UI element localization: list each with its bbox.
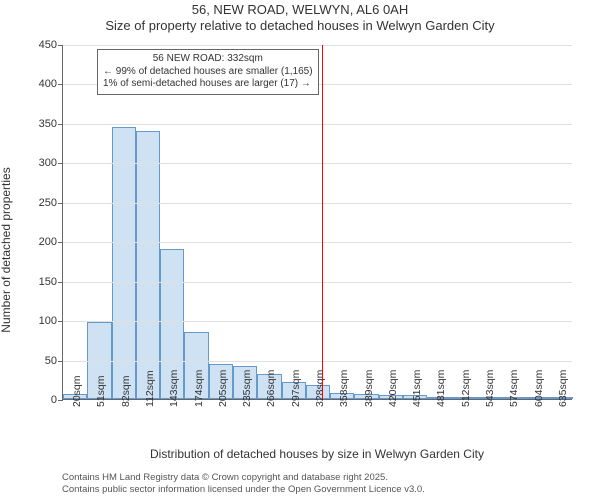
footnote-line-1: Contains HM Land Registry data © Crown c… (62, 472, 425, 484)
x-tick-label: 51sqm (95, 375, 107, 407)
x-tick-label: 174sqm (193, 370, 205, 407)
y-tick-mark (58, 124, 63, 125)
bars-layer (63, 45, 572, 399)
marker-line (322, 45, 323, 399)
chart-title: 56, NEW ROAD, WELWYN, AL6 0AH Size of pr… (0, 2, 600, 35)
gridline (63, 282, 572, 283)
x-tick-label: 20sqm (71, 375, 83, 407)
x-tick-label: 420sqm (387, 370, 399, 407)
y-tick-mark (58, 45, 63, 46)
histogram-bar (136, 131, 160, 399)
y-tick-label: 350 (39, 118, 57, 130)
y-tick-mark (58, 321, 63, 322)
y-tick-label: 200 (39, 236, 57, 248)
gridline (63, 45, 572, 46)
y-tick-label: 400 (39, 78, 57, 90)
gridline (63, 361, 572, 362)
y-tick-mark (58, 400, 63, 401)
y-tick-mark (58, 84, 63, 85)
x-tick-label: 635sqm (557, 370, 569, 407)
plot-area: 05010015020025030035040045020sqm51sqm82s… (62, 45, 572, 400)
gridline (63, 203, 572, 204)
x-tick-label: 205sqm (217, 370, 229, 407)
x-tick-label: 266sqm (265, 370, 277, 407)
y-tick-mark (58, 361, 63, 362)
x-tick-label: 328sqm (314, 370, 326, 407)
x-tick-label: 82sqm (120, 375, 132, 407)
chart-container: 56, NEW ROAD, WELWYN, AL6 0AH Size of pr… (0, 0, 600, 500)
y-tick-label: 450 (39, 39, 57, 51)
y-tick-label: 150 (39, 276, 57, 288)
x-tick-label: 297sqm (290, 370, 302, 407)
x-tick-label: 512sqm (460, 370, 472, 407)
gridline (63, 242, 572, 243)
annotation-line: 56 NEW ROAD: 332sqm (103, 53, 313, 66)
footnote-line-2: Contains public sector information licen… (62, 484, 425, 496)
gridline (63, 124, 572, 125)
annotation-line: ← 99% of detached houses are smaller (1,… (103, 66, 313, 79)
histogram-bar (112, 127, 136, 399)
y-tick-label: 250 (39, 197, 57, 209)
x-tick-label: 112sqm (144, 370, 156, 407)
x-tick-label: 235sqm (241, 370, 253, 407)
x-tick-label: 389sqm (363, 370, 375, 407)
y-tick-label: 300 (39, 157, 57, 169)
y-tick-label: 0 (51, 394, 57, 406)
footnote: Contains HM Land Registry data © Crown c… (62, 472, 425, 496)
x-tick-label: 451sqm (411, 370, 423, 407)
title-line-2: Size of property relative to detached ho… (0, 18, 600, 34)
y-tick-mark (58, 203, 63, 204)
y-tick-label: 50 (45, 355, 57, 367)
x-tick-label: 143sqm (168, 370, 180, 407)
gridline (63, 321, 572, 322)
x-tick-label: 604sqm (533, 370, 545, 407)
x-axis-label: Distribution of detached houses by size … (62, 447, 572, 461)
y-tick-mark (58, 282, 63, 283)
x-tick-label: 481sqm (435, 370, 447, 407)
y-axis-label: Number of detached properties (0, 167, 13, 332)
y-tick-label: 100 (39, 315, 57, 327)
x-tick-label: 574sqm (508, 370, 520, 407)
annotation-line: 1% of semi-detached houses are larger (1… (103, 78, 313, 91)
x-tick-label: 358sqm (338, 370, 350, 407)
gridline (63, 163, 572, 164)
x-tick-label: 543sqm (484, 370, 496, 407)
title-line-1: 56, NEW ROAD, WELWYN, AL6 0AH (0, 2, 600, 18)
annotation-box: 56 NEW ROAD: 332sqm← 99% of detached hou… (97, 49, 319, 95)
y-tick-mark (58, 242, 63, 243)
y-tick-mark (58, 163, 63, 164)
